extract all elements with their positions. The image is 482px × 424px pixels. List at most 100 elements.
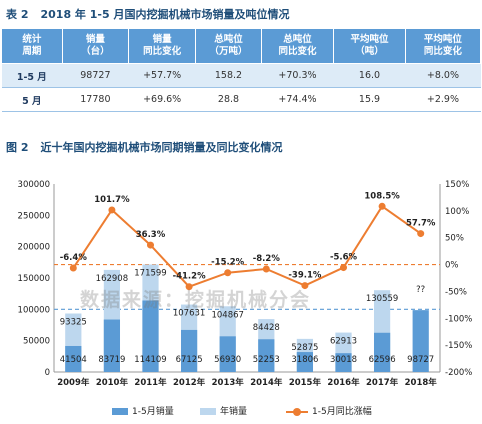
y-right-tick-label: -200% [445, 368, 472, 378]
legend-label: 年销量 [220, 407, 248, 417]
table-cell: 28.8 [195, 87, 262, 112]
header-avg-tonnage-yoy: 平均吨位 同比变化 [404, 28, 482, 64]
data-label-jan-may: 83719 [98, 355, 125, 365]
header-tonnage-yoy: 总吨位 同比变化 [260, 28, 335, 64]
data-label-annual: 171599 [134, 268, 166, 278]
y-right-tick-label: -150% [445, 341, 472, 351]
point-yoy-growth [340, 264, 347, 272]
data-label-annual: 130559 [366, 294, 398, 304]
y-right-tick-label: -100% [445, 314, 472, 324]
chart-caption-number: 图 2 [6, 141, 29, 154]
data-label-yoy-growth: -15.2% [211, 258, 244, 268]
data-label-jan-may: 98727 [407, 355, 434, 365]
header-period: 统计 周期 [1, 28, 63, 64]
data-label-annual: 93325 [60, 318, 87, 328]
legend-swatch [200, 408, 216, 415]
header-tonnage: 总吨位 （万吨） [195, 28, 262, 64]
x-tick-label: 2015年 [289, 377, 322, 388]
table-caption: 表 2 2018 年 1-5 月国内挖掘机械市场销量及吨位情况 [6, 6, 289, 22]
y-left-tick-label: 0 [45, 368, 50, 378]
data-label-jan-may: 114109 [134, 355, 166, 365]
point-yoy-growth [147, 241, 154, 249]
table-cell: 98727 [62, 63, 129, 88]
data-label-annual: 62913 [330, 337, 357, 347]
y-left-tick-label: 150000 [18, 274, 50, 284]
data-label-yoy-growth: -8.2% [253, 254, 281, 264]
y-right-tick-label: 0% [445, 261, 459, 271]
data-label-jan-may: 31806 [291, 355, 318, 365]
point-yoy-growth [224, 269, 232, 277]
point-yoy-growth [185, 283, 193, 291]
bar-jan-may-sales [412, 310, 429, 372]
chart-caption: 图 2 近十年国内挖掘机械市场同期销量及同比变化情况 [6, 139, 282, 155]
table-row: 1-5 月 98727 +57.7% 158.2 +70.3% 16.0 +8.… [1, 63, 481, 88]
legend-item-yoy-growth: 1-5月同比涨幅 [286, 404, 372, 417]
point-yoy-growth [301, 282, 309, 290]
legend-label: 1-5月销量 [132, 407, 174, 417]
point-yoy-growth [69, 264, 77, 272]
data-label-annual: 162908 [96, 274, 128, 284]
y-right-tick-label: 100% [445, 207, 469, 217]
table-cell: +74.4% [261, 87, 334, 112]
stats-table: 统计 周期 销量 （台） 销量 同比变化 总吨位 （万吨） 总吨位 同比变化 平均吨位 （吨… [1, 28, 482, 112]
y-right-tick-label: 150% [445, 180, 469, 190]
table-cell: 5 月 [1, 87, 63, 112]
series-line-yoy-growth [72, 204, 422, 288]
point-yoy-growth [262, 265, 270, 273]
data-label-yoy-growth: -39.1% [288, 271, 321, 281]
legend-item-jan-may-sales: 1-5月销量 [112, 404, 174, 417]
bar-jan-may-sales [258, 339, 275, 372]
data-label-annual: 107631 [173, 309, 205, 319]
data-label-yoy-growth: 36.3% [136, 230, 166, 240]
x-tick-label: 2014年 [250, 377, 283, 388]
bar-jan-may-sales [335, 353, 352, 372]
y-left-tick-label: 200000 [18, 243, 50, 253]
table-caption-title: 2018 年 1-5 月国内挖掘机械市场销量及吨位情况 [40, 8, 290, 21]
legend-line-marker [286, 407, 308, 416]
legend-item-annual-sales: 年销量 [200, 404, 247, 417]
chart-caption-title: 近十年国内挖掘机械市场同期销量及同比变化情况 [40, 141, 283, 154]
y-right-tick-label: -50% [445, 287, 467, 297]
y-left-tick-label: 300000 [18, 180, 50, 190]
bar-jan-may-sales [373, 332, 391, 372]
table-cell: +2.9% [405, 87, 481, 112]
y-left-tick-label: 250000 [18, 211, 50, 221]
data-label-yoy-growth: -41.2% [173, 272, 206, 282]
y-left-tick-label: 100000 [18, 305, 50, 315]
data-label-yoy-growth: 101.7% [94, 195, 130, 205]
y-left-tick-label: 50000 [23, 337, 50, 347]
point-yoy-growth [378, 202, 386, 210]
data-label-jan-may: 67125 [176, 355, 203, 365]
bar-jan-may-sales [65, 345, 82, 372]
header-sales-yoy: 销量 同比变化 [128, 28, 197, 64]
bar-jan-may-sales [219, 336, 236, 372]
x-tick-label: 2013年 [212, 377, 245, 388]
table-cell: +57.7% [128, 63, 196, 88]
data-label-jan-may: 41504 [60, 355, 87, 365]
table-cell: 1-5 月 [1, 63, 63, 88]
data-label-annual: 52875 [291, 343, 318, 353]
table-header-row: 统计 周期 销量 （台） 销量 同比变化 总吨位 （万吨） 总吨位 同比变化 平均吨位 （吨… [1, 28, 482, 64]
legend-swatch [112, 408, 128, 415]
table-cell: +8.0% [405, 63, 481, 88]
x-tick-label: 2016年 [327, 377, 360, 388]
x-tick-label: 2010年 [96, 377, 129, 388]
x-tick-label: 2011年 [134, 377, 167, 388]
data-label-annual: 84428 [253, 323, 280, 333]
header-avg-tonnage: 平均吨位 （吨） [333, 28, 406, 64]
header-sales: 销量 （台） [61, 28, 130, 64]
data-label-jan-may: 56930 [214, 355, 241, 365]
x-tick-label: 2017年 [366, 377, 399, 388]
data-label-jan-may: 62596 [369, 355, 396, 365]
table-row: 5 月 17780 +69.6% 28.8 +74.4% 15.9 +2.9% [1, 87, 481, 112]
data-label-yoy-growth: 108.5% [364, 191, 400, 201]
bar-jan-may-sales [103, 319, 121, 372]
x-tick-label: 2009年 [57, 377, 90, 388]
y-right-tick-label: 50% [445, 234, 464, 244]
data-label-yoy-growth: -6.4% [60, 253, 88, 263]
point-yoy-growth [108, 206, 116, 214]
bar-jan-may-sales [180, 329, 198, 372]
bar-jan-may-sales [296, 352, 314, 372]
table-caption-number: 表 2 [6, 8, 29, 21]
data-label-annual: ?? [416, 285, 425, 295]
